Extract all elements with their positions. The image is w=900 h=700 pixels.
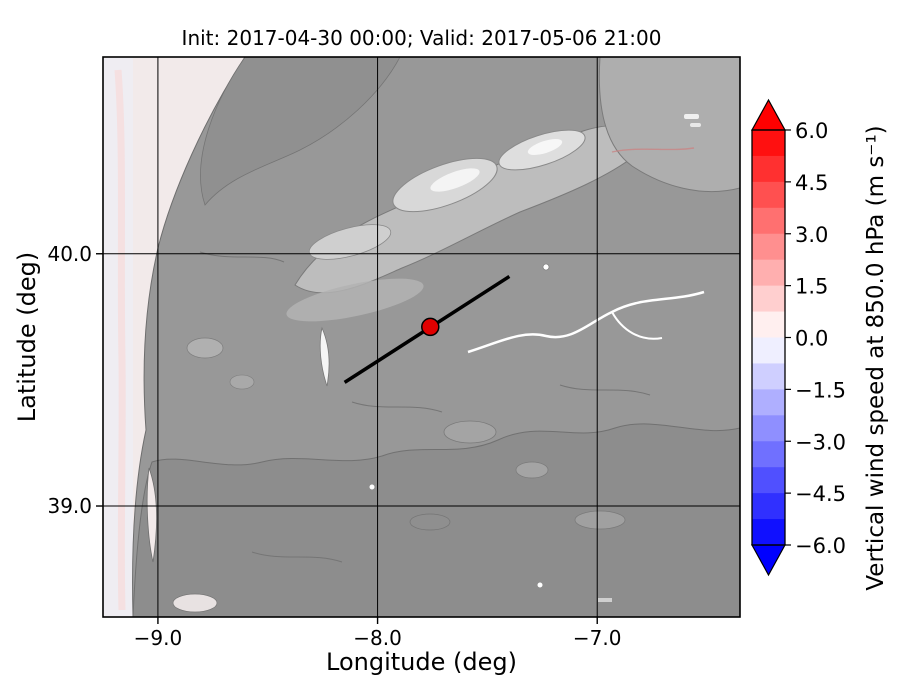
y-tick-label: 40.0: [47, 242, 92, 266]
colorbar-tick-label: 3.0: [795, 223, 828, 247]
terrain-shape: [430, 168, 480, 192]
x-tick-label: −8.0: [353, 626, 402, 650]
colorbar-band: [752, 207, 785, 235]
colorbar-band: [752, 493, 785, 520]
colorbar-band: [752, 285, 785, 313]
colorbar-tick-label: −1.5: [795, 378, 846, 402]
terrain-shape: [146, 467, 157, 563]
terrain-shape: [559, 384, 651, 396]
terrain-shape: [598, 598, 612, 602]
y-axis-label: Latitude (deg): [13, 251, 41, 423]
colorbar-tick-label: −4.5: [795, 482, 846, 506]
x-tick-label: −9.0: [134, 626, 183, 650]
terrain-shape: [537, 582, 543, 588]
terrain-shape: [351, 401, 443, 413]
colorbar-band: [752, 337, 785, 365]
colorbar-band: [752, 181, 785, 209]
terrain-shape: [286, 278, 424, 322]
colorbar-tick-label: 6.0: [795, 119, 828, 143]
terrain-art: [103, 57, 740, 617]
axes: −9.0 −8.0 −7.0 40.0 39.0: [47, 242, 621, 650]
terrain-shape: [611, 311, 663, 340]
colorbar-band: [752, 311, 785, 339]
x-axis-label: Longitude (deg): [326, 648, 517, 676]
terrain-shape: [172, 593, 218, 613]
y-tick-label: 39.0: [47, 494, 92, 518]
terrain-shape: [114, 69, 126, 611]
colorbar-tick-label: −6.0: [795, 534, 846, 558]
annotations: [343, 274, 511, 384]
colorbar-band: [752, 467, 785, 494]
terrain-shape: [251, 551, 343, 563]
colorbar-tick-label: −3.0: [795, 430, 846, 454]
plot-border: [102, 56, 741, 618]
plot-title: Init: 2017-04-30 00:00; Valid: 2017-05-0…: [181, 26, 662, 50]
colorbar-tick-label: 4.5: [795, 171, 828, 195]
colorbar: 6.0 4.5 3.0 1.5 0.0 −1.5 −3.0 −4.5 −6.0: [750, 98, 846, 577]
terrain-shape: [598, 57, 740, 193]
colorbar-band: [752, 519, 785, 546]
terrain-shape: [684, 114, 699, 119]
terrain-shape: [308, 224, 392, 260]
terrain-shape: [611, 147, 695, 153]
terrain-shape: [409, 513, 451, 531]
terrain-shape: [319, 326, 330, 387]
colorbar-band: [752, 415, 785, 442]
colorbar-band: [752, 259, 785, 287]
terrain-shape: [542, 263, 550, 271]
colorbar-band: [752, 130, 785, 157]
colorbar-tick-label: 1.5: [795, 275, 828, 299]
terrain-shape: [574, 510, 626, 530]
terrain-shape: [369, 484, 375, 490]
location-marker: [421, 317, 440, 337]
colorbar-tick-label: 0.0: [795, 327, 828, 351]
colorbar-band: [752, 155, 785, 183]
terrain-shape: [515, 461, 549, 479]
river: [467, 290, 705, 354]
terrain-shape: [186, 337, 224, 359]
terrain-shape: [199, 251, 285, 263]
colorbar-extend-bottom: [750, 544, 787, 577]
terrain-shape: [229, 374, 255, 390]
colorbar-band: [752, 363, 785, 390]
colorbar-label: Vertical wind speed at 850.0 hPa (m s⁻¹): [863, 125, 889, 591]
colorbar-extend-top: [750, 98, 787, 131]
colorbar-band: [752, 233, 785, 261]
terrain-shape: [200, 57, 401, 206]
colorbar-band: [752, 441, 785, 468]
colorbar-band: [752, 389, 785, 416]
terrain-shape: [527, 139, 563, 155]
gridlines: [103, 57, 740, 617]
terrain-shape: [690, 123, 701, 127]
x-tick-label: −7.0: [573, 626, 622, 650]
terrain-shape: [443, 420, 497, 444]
